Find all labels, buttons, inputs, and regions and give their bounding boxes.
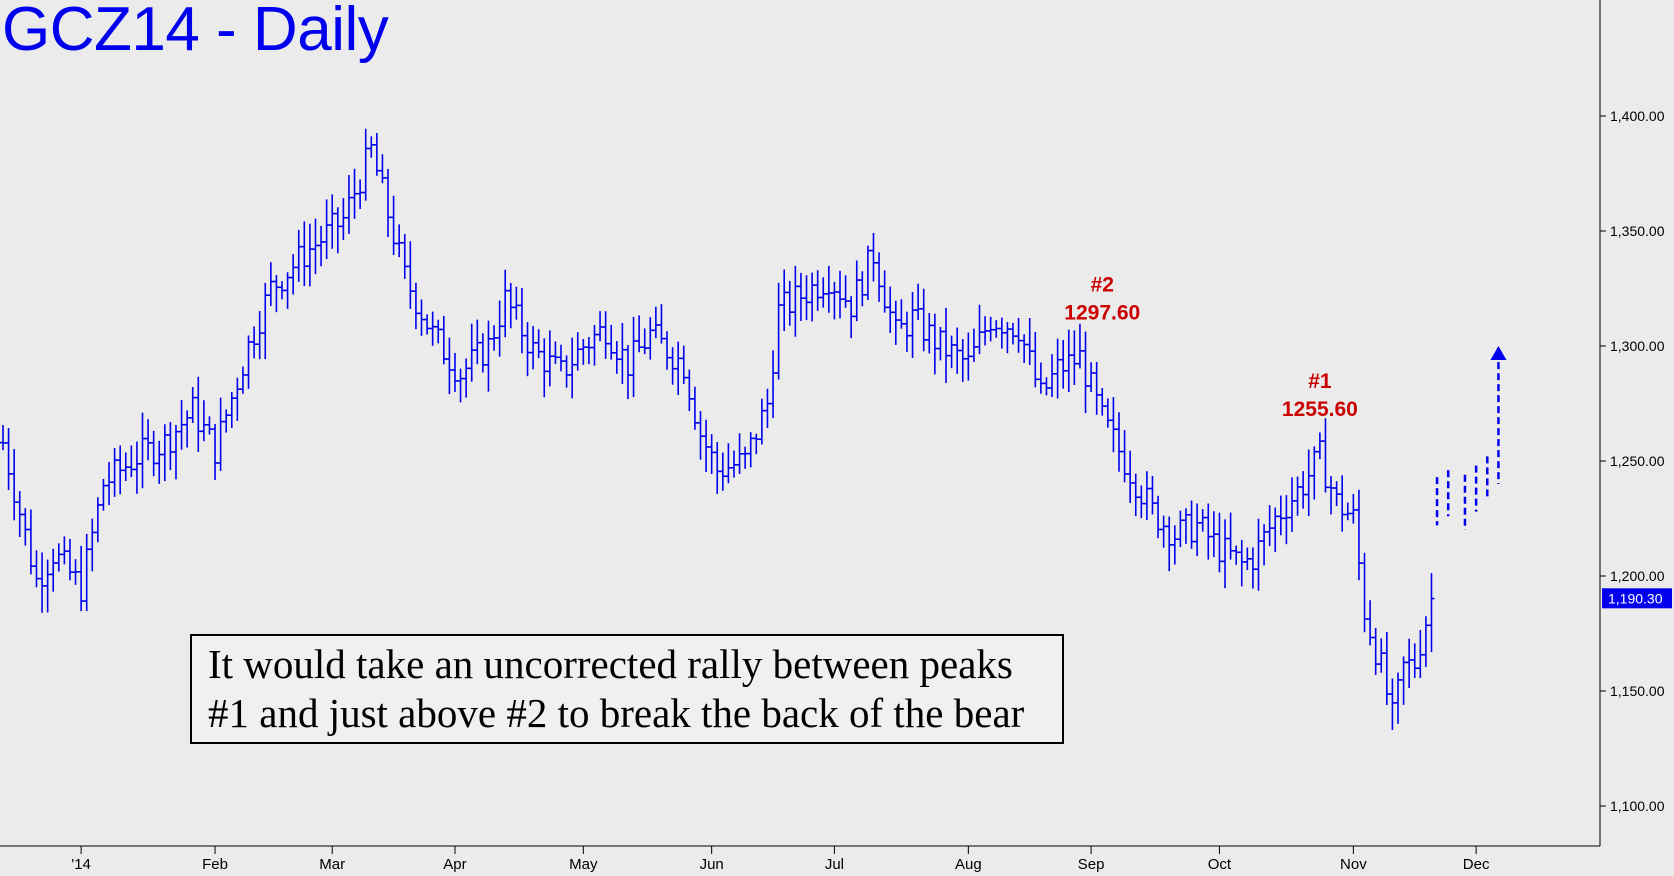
x-tick-label: Nov (1340, 856, 1367, 873)
y-tick-label: 1,100.00 (1610, 798, 1665, 814)
last-price-label: 1,190.30 (1608, 590, 1663, 606)
x-tick-label: Mar (319, 856, 345, 873)
y-tick-label: 1,350.00 (1610, 223, 1665, 239)
x-tick-label: Sep (1078, 856, 1105, 873)
x-tick-label: Oct (1208, 856, 1232, 873)
y-tick-label: 1,200.00 (1610, 568, 1665, 584)
x-tick-label: May (569, 856, 598, 873)
last-price-badge (1602, 588, 1672, 609)
x-tick-label: Apr (443, 856, 466, 873)
annotation-box: It would take an uncorrected rally betwe… (190, 634, 1064, 744)
x-tick-label: Feb (202, 856, 228, 873)
y-tick-label: 1,400.00 (1610, 108, 1665, 124)
x-tick-label: Dec (1463, 856, 1490, 873)
peak-1-value: 1255.60 (1282, 398, 1358, 421)
peak-1-label: #1 (1308, 370, 1332, 393)
projection-arrow (1490, 346, 1507, 360)
y-tick-label: 1,250.00 (1610, 453, 1665, 469)
x-tick-label: Aug (955, 856, 982, 873)
y-tick-label: 1,150.00 (1610, 683, 1665, 699)
annotation-line-1: It would take an uncorrected rally betwe… (208, 641, 1013, 687)
peak-2-label: #2 (1091, 274, 1114, 297)
x-tick-label: Jul (825, 856, 844, 873)
annotation-line-2: #1 and just above #2 to break the back o… (208, 690, 1025, 736)
x-tick-label: Jun (700, 856, 724, 873)
y-tick-label: 1,300.00 (1610, 338, 1665, 354)
x-tick-label: '14 (71, 856, 91, 873)
chart-title: GCZ14 - Daily (2, 0, 389, 64)
peak-2-value: 1297.60 (1064, 302, 1140, 325)
